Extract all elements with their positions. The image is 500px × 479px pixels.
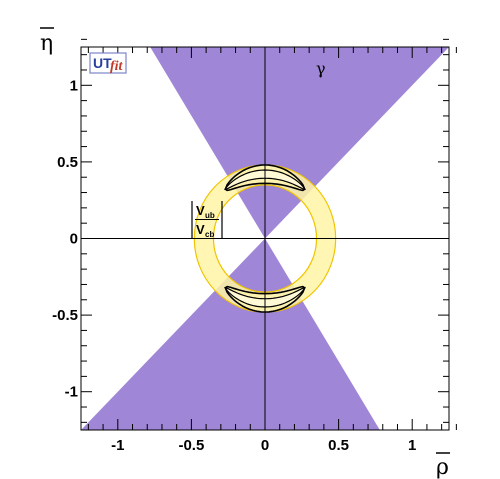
combined-region-lower-inner	[224, 286, 306, 308]
svg-text:V: V	[196, 222, 205, 237]
y-tick-label: 0.5	[57, 154, 78, 171]
svg-text:V: V	[196, 203, 205, 218]
x-tick-label: 1	[408, 437, 416, 454]
svg-text:ub: ub	[205, 211, 215, 220]
gamma-band-lower	[81, 238, 380, 430]
y-tick-label: -1	[65, 384, 78, 401]
x-tick-label: -0.5	[178, 437, 204, 454]
plot-area	[81, 47, 449, 430]
axis-ticks	[81, 38, 457, 430]
svg-text:fit: fit	[110, 59, 124, 74]
gamma-band-upper	[150, 47, 449, 239]
vub-vcb-label: V ub V cb	[191, 201, 223, 239]
svg-text:cb: cb	[205, 230, 214, 239]
combined-region-upper-inner	[224, 169, 306, 191]
x-axis-title: ρ	[436, 452, 450, 479]
y-tick-label: 0	[70, 231, 78, 248]
x-tick-label: -1	[111, 437, 124, 454]
y-tick-label: -0.5	[52, 307, 78, 324]
y-axis-title: η	[40, 27, 54, 56]
gamma-label: γ	[316, 59, 326, 78]
svg-text:UT: UT	[93, 55, 112, 71]
x-tick-label: 0.5	[328, 437, 349, 454]
y-tick-label: 1	[70, 77, 78, 94]
svg-text:ρ: ρ	[436, 455, 449, 479]
x-tick-label: 0	[261, 437, 269, 454]
svg-text:η: η	[40, 31, 53, 56]
utfit-logo: UT fit	[89, 52, 127, 74]
axis-tick-labels: -1 -0.5 0 0.5 1 -1 -0.5 0 0.5 1	[52, 77, 416, 454]
